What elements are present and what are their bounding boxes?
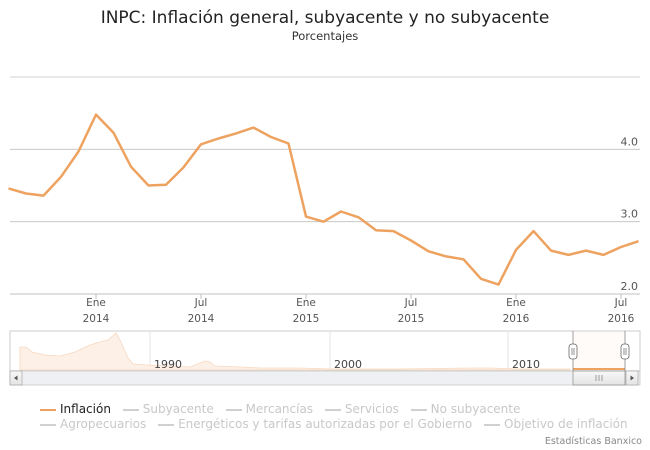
navigator-handle-left[interactable] (568, 343, 578, 360)
legend-line-icon (40, 408, 56, 411)
legend-item-energeticos[interactable]: Energéticos y tarifas autorizadas por el… (158, 417, 472, 432)
x-tick-label-month: Jul (194, 297, 208, 309)
legend-line-icon (158, 423, 175, 426)
navigator[interactable]: 1990 2000 2010 (9, 330, 641, 372)
x-tick-label-month: Jul (614, 297, 628, 309)
x-tick-label-year: 2016 (503, 313, 530, 325)
chart-title: INPC: Inflación general, subyacente y no… (100, 8, 550, 28)
x-tick-label-month: Ene (506, 297, 526, 309)
legend-line-icon (122, 408, 139, 411)
navigator-series-area (19, 332, 571, 371)
arrow-left-icon (14, 375, 18, 381)
y-tick-label: 4.0 (621, 135, 639, 148)
legend-label: Servicios (344, 402, 399, 416)
x-tick-label-year: 2014 (188, 313, 215, 325)
legend-line-icon (324, 408, 341, 411)
navigator-handle-right[interactable] (620, 343, 630, 360)
legend-label: Agropecuarios (60, 417, 147, 431)
series-line-inflacion[interactable] (8, 113, 639, 286)
y-tick-label: 2.0 (621, 280, 639, 293)
legend-item-subyacente[interactable]: Subyacente (122, 402, 214, 417)
legend-item-inflacion[interactable]: Inflación (40, 402, 111, 417)
legend-item-objetivo[interactable]: Objetivo de inflación (484, 417, 628, 432)
legend-label: Energéticos y tarifas autorizadas por el… (178, 417, 473, 431)
x-tick-label-year: 2014 (83, 313, 110, 325)
navigator-selection[interactable] (573, 331, 625, 371)
legend-line-icon (225, 408, 242, 411)
navigator-label: 2000 (334, 358, 362, 371)
legend-label: Objetivo de inflación (504, 417, 628, 431)
legend-item-agropecuarios[interactable]: Agropecuarios (40, 417, 146, 432)
credits-link[interactable]: Estadísticas Banxico (544, 436, 642, 447)
scrollbar-grip-icon (595, 375, 603, 381)
legend-line-icon (410, 408, 427, 411)
legend: Inflación Subyacente Mercancías Servicio… (40, 402, 640, 432)
legend-item-no-subyacente[interactable]: No subyacente (410, 402, 521, 417)
legend-label: Subyacente (142, 402, 214, 416)
legend-label: No subyacente (430, 402, 521, 416)
scrollbar-track[interactable] (9, 370, 641, 386)
x-tick-label-month: Jul (404, 297, 418, 309)
x-tick-label-year: 2015 (293, 313, 320, 325)
chart-subtitle: Porcentajes (291, 29, 359, 43)
legend-item-mercancias[interactable]: Mercancías (225, 402, 314, 417)
x-tick-label-month: Ene (296, 297, 316, 309)
legend-item-servicios[interactable]: Servicios (324, 402, 399, 417)
y-tick-label: 3.0 (621, 208, 639, 221)
scrollbar[interactable] (9, 370, 641, 386)
legend-line-icon (40, 423, 56, 426)
navigator-label: 1990 (154, 358, 182, 371)
arrow-right-icon (630, 375, 634, 381)
navigator-label: 2010 (512, 358, 540, 371)
legend-line-icon (484, 423, 500, 426)
legend-label: Mercancías (245, 402, 314, 416)
legend-label: Inflación (60, 402, 111, 416)
x-tick-label-year: 2015 (398, 313, 425, 325)
x-tick-label-year: 2016 (608, 313, 635, 325)
chart-plot: 2.0 3.0 4.0 Ene 2014 Jul 2014 Ene 2015 Jul 2015 En… (8, 76, 641, 386)
x-tick-label-month: Ene (86, 297, 106, 309)
